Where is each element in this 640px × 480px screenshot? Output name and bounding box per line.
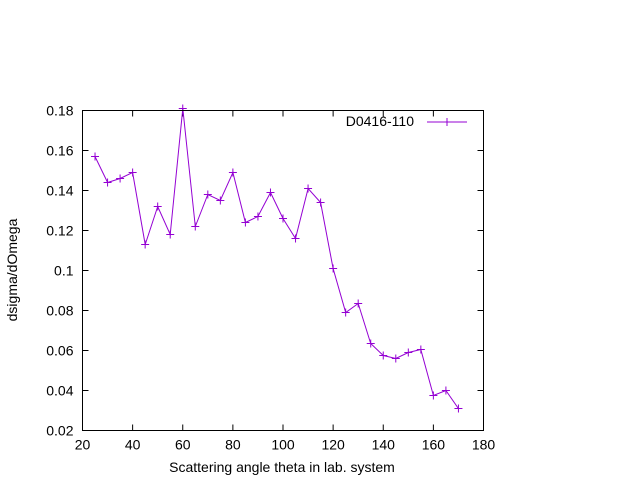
data-point xyxy=(203,190,212,199)
data-point xyxy=(266,188,275,197)
y-tick-label: 0.12 xyxy=(46,223,73,239)
plot-frame xyxy=(82,110,484,431)
y-tick-label: 0.04 xyxy=(46,383,73,399)
x-tick-label: 140 xyxy=(372,437,396,453)
data-point xyxy=(241,218,250,227)
y-tick-label: 0.08 xyxy=(46,303,73,319)
data-point xyxy=(379,351,388,360)
y-tick-label: 0.1 xyxy=(54,263,74,279)
data-point xyxy=(316,198,325,207)
data-point xyxy=(191,222,200,231)
data-point xyxy=(404,348,413,357)
x-axis-label: Scattering angle theta in lab. system xyxy=(169,459,395,475)
y-tick-label: 0.02 xyxy=(46,423,73,439)
data-point xyxy=(391,354,400,363)
series-layer xyxy=(91,104,463,413)
data-point xyxy=(166,230,175,239)
x-tick-label: 80 xyxy=(225,437,241,453)
x-tick-label: 160 xyxy=(422,437,446,453)
data-point xyxy=(429,391,438,400)
y-axis-label: dsigma/dOmega xyxy=(4,218,20,321)
data-point xyxy=(354,299,363,308)
data-point xyxy=(116,174,125,183)
data-point xyxy=(228,168,237,177)
y-tick-label: 0.18 xyxy=(46,103,73,119)
x-tick-label: 40 xyxy=(125,437,141,453)
data-point xyxy=(178,104,187,113)
x-tick-label: 120 xyxy=(321,437,345,453)
y-tick-label: 0.14 xyxy=(46,183,73,199)
legend: D0416-110 xyxy=(346,113,467,129)
data-point xyxy=(216,196,225,205)
data-point xyxy=(279,214,287,223)
data-point xyxy=(253,212,262,221)
data-point xyxy=(454,404,463,413)
x-tick-label: 100 xyxy=(271,437,295,453)
x-tick-label: 20 xyxy=(75,437,91,453)
tick-labels: 20 40 60 80 100 120 140 160 180 0.02 0.04 0.06 0.08 0… xyxy=(46,103,495,453)
data-point xyxy=(141,240,150,249)
data-point xyxy=(329,264,338,273)
data-point xyxy=(153,202,162,211)
data-point xyxy=(91,152,100,161)
data-point xyxy=(103,178,112,187)
data-point xyxy=(291,234,300,243)
data-point xyxy=(128,168,137,177)
data-point xyxy=(416,345,425,354)
data-point xyxy=(441,386,450,395)
x-tick-label: 60 xyxy=(175,437,191,453)
x-tick-label: 180 xyxy=(472,437,496,453)
legend-label: D0416-110 xyxy=(346,113,414,129)
data-point xyxy=(341,308,350,317)
data-point xyxy=(304,184,313,193)
y-tick-label: 0.16 xyxy=(46,143,73,159)
y-tick-label: 0.06 xyxy=(46,343,73,359)
data-point xyxy=(366,339,375,348)
series-line xyxy=(94,108,459,409)
axis-ticks xyxy=(82,110,484,431)
legend-marker xyxy=(443,118,451,126)
